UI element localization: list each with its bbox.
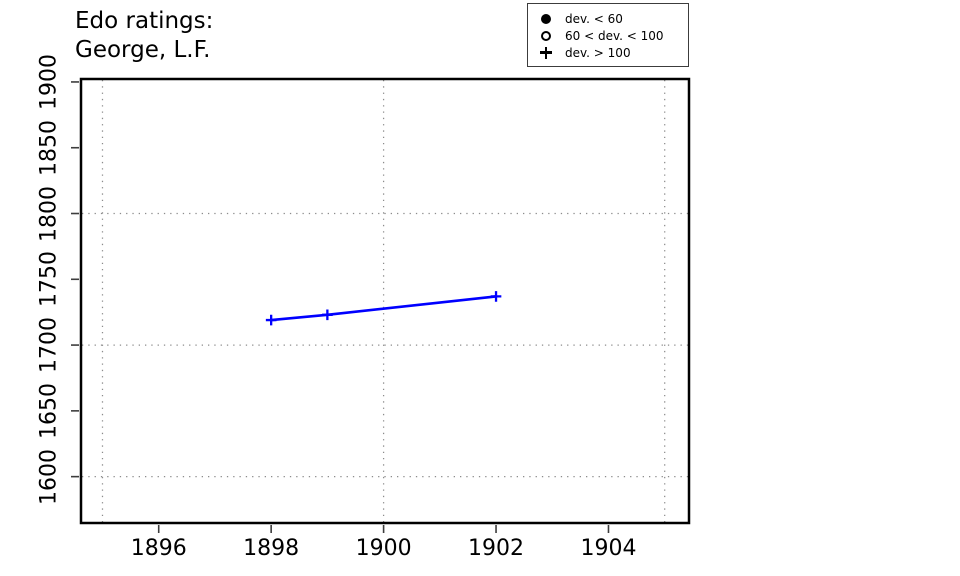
data-line <box>269 295 498 322</box>
x-axis-tick-label: 1904 <box>580 536 637 561</box>
x-axis-tick-label: 1896 <box>130 536 187 561</box>
plot-border <box>79 77 691 525</box>
y-axis-tick-label: 1650 <box>36 382 62 439</box>
chart-title: Edo ratings: <box>75 8 214 34</box>
x-axis-tick-label: 1902 <box>468 536 525 561</box>
legend-item: 60 < dev. < 100 <box>539 27 684 44</box>
legend-items: dev. < 60 60 < dev. < 100 dev. > 100 <box>539 10 684 61</box>
chart-subtitle: George, L.F. <box>75 37 211 63</box>
y-axis-tick-label: 1700 <box>36 317 62 374</box>
y-axis-tick-label: 1900 <box>36 53 62 110</box>
data-point-marker-plus <box>322 309 333 321</box>
x-axis-tick-label: 1900 <box>355 536 412 561</box>
data-point-marker-plus <box>490 291 502 302</box>
plus-icon <box>539 46 553 60</box>
chart-title-block: Edo ratings: George, L.F. <box>75 7 213 65</box>
data-point-marker-plus <box>265 314 277 326</box>
filled-circle-icon <box>539 12 553 26</box>
y-axis-tick-label: 1750 <box>36 251 62 308</box>
open-circle-icon <box>539 29 553 43</box>
legend: dev. < 60 60 < dev. < 100 dev. > 100 <box>527 3 689 67</box>
legend-item-label: dev. < 60 <box>565 11 623 26</box>
legend-item-label: 60 < dev. < 100 <box>565 28 664 43</box>
legend-item-label: dev. > 100 <box>565 45 631 60</box>
legend-item: dev. > 100 <box>539 44 684 61</box>
y-axis-tick-label: 1850 <box>36 119 62 176</box>
legend-item: dev. < 60 <box>539 10 684 27</box>
x-axis-tick-label: 1898 <box>243 536 300 561</box>
y-axis-tick-label: 1800 <box>36 185 62 242</box>
y-axis-tick-label: 1600 <box>36 448 62 505</box>
